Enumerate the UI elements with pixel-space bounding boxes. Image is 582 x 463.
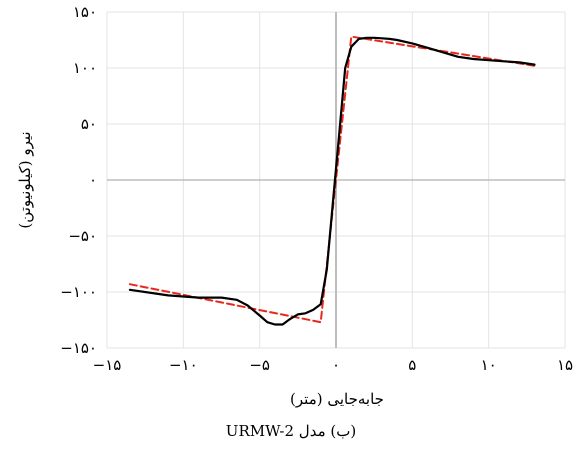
y-axis-label: نیرو (کیلونیوتن) (16, 131, 34, 228)
series-line-solid (128, 36, 536, 326)
y-tick-labels: −۱۵۰ −۱۰۰ −۵۰ ۰ ۵۰ ۱۰۰ ۱۵۰ (60, 3, 97, 357)
y-tick-label: ۱۵۰ (73, 3, 97, 21)
y-tick-label: −۱۵۰ (60, 339, 97, 357)
y-tick-label: ۰ (89, 171, 97, 189)
y-tick-label: −۵۰ (68, 227, 97, 245)
x-axis-label: جابه‌جایی (متر) (290, 390, 384, 408)
y-tick-label: −۱۰۰ (60, 283, 97, 301)
x-tick-label: −۵ (249, 356, 270, 374)
x-tick-label: ۱۵ (557, 356, 573, 374)
y-tick-label: ۱۰۰ (73, 59, 97, 77)
x-tick-label: −۱۰ (169, 356, 198, 374)
x-tick-label: ۱۰ (481, 356, 497, 374)
x-tick-label: −۱۵ (93, 356, 122, 374)
series-lines (128, 35, 536, 326)
y-tick-label: ۵۰ (81, 115, 97, 133)
x-tick-label: ۵ (408, 356, 416, 374)
x-tick-label: ۰ (332, 356, 340, 374)
chart-caption: (ب) مدل URMW-2 (225, 422, 357, 440)
x-tick-labels: −۱۵ −۱۰ −۵ ۰ ۵ ۱۰ ۱۵ (93, 356, 573, 374)
